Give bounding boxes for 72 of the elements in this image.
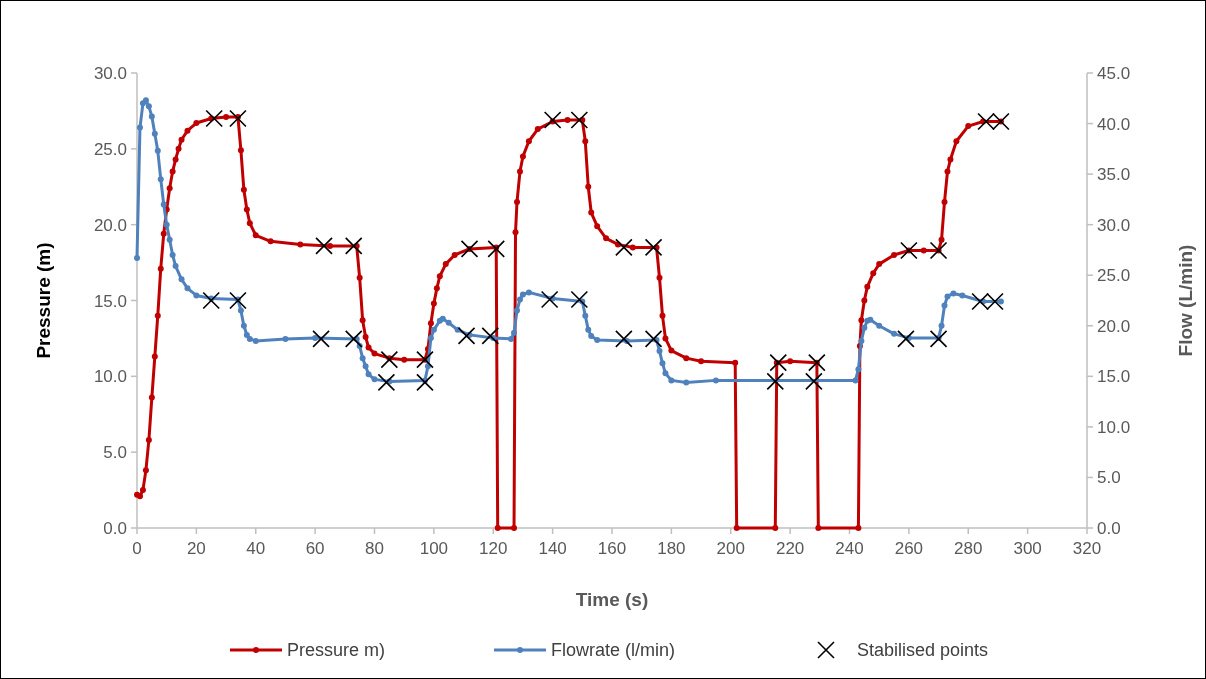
point — [481, 327, 500, 345]
y2-tick-label: 35.0 — [1097, 165, 1131, 185]
point — [202, 291, 221, 310]
y2-tick-label: 20.0 — [1097, 316, 1131, 336]
point — [615, 330, 633, 348]
y-tick-label: 15.0 — [93, 291, 127, 311]
x-tick-label: 120 — [479, 539, 508, 558]
y-tick-label: 25.0 — [93, 139, 127, 159]
point — [487, 240, 506, 258]
legend-label: Flowrate (l/min) — [551, 640, 676, 660]
point — [808, 353, 826, 372]
point — [416, 373, 434, 392]
y2-tick-label: 25.0 — [1097, 266, 1131, 286]
x-tick-label: 60 — [305, 539, 325, 558]
y-tick-label: 10.0 — [93, 367, 127, 387]
point — [312, 330, 330, 348]
point — [315, 237, 333, 255]
y-tick-label: 20.0 — [93, 215, 127, 235]
legend-label: Stabilised points — [857, 640, 989, 660]
point — [897, 330, 915, 348]
x-tick-label: 0 — [132, 539, 142, 558]
x-tick-label: 320 — [1072, 539, 1102, 558]
y2-tick-label: 5.0 — [1097, 468, 1121, 488]
point — [377, 373, 396, 392]
y-axis-title: Pressure (m) — [33, 242, 54, 359]
point — [416, 350, 434, 369]
x-tick-label: 80 — [365, 539, 384, 558]
point — [457, 327, 476, 345]
point — [540, 290, 559, 309]
x-tick-label: 240 — [835, 539, 864, 558]
point — [644, 330, 663, 348]
point — [229, 109, 247, 128]
x-tick-label: 20 — [186, 539, 206, 558]
point — [769, 353, 788, 372]
point — [644, 238, 663, 257]
y2-tick-label: 45.0 — [1097, 64, 1131, 83]
point — [229, 291, 247, 310]
point — [929, 241, 948, 260]
x-tick-label: 100 — [419, 539, 449, 558]
y2-tick-label: 15.0 — [1097, 367, 1131, 387]
x-axis-title: Time (s) — [575, 589, 649, 610]
y2-tick-label: 0.0 — [1097, 519, 1121, 538]
point — [380, 350, 399, 369]
x-tick-label: 160 — [597, 539, 627, 558]
point — [205, 109, 223, 128]
x-tick-label: 140 — [538, 539, 567, 558]
point — [615, 238, 633, 257]
y2-tick-label: 10.0 — [1097, 417, 1131, 437]
point — [570, 111, 589, 129]
y2-tick-label: 30.0 — [1097, 215, 1131, 235]
x-tick-label: 40 — [246, 539, 266, 558]
x-tick-label: 220 — [775, 539, 805, 558]
point — [929, 330, 948, 348]
y-tick-label: 30.0 — [93, 64, 127, 83]
y2-tick-label: 40.0 — [1097, 114, 1131, 134]
y2-axis-title: Flow (L/min) — [1175, 244, 1196, 357]
point — [344, 330, 363, 348]
point — [900, 241, 918, 260]
point — [805, 372, 823, 391]
x-tick-label: 300 — [1013, 539, 1042, 558]
point — [766, 372, 785, 391]
x-tick-label: 280 — [954, 539, 983, 558]
point — [543, 111, 562, 129]
y-tick-label: 5.0 — [103, 443, 127, 463]
x-tick-label: 180 — [657, 539, 686, 558]
legend-label: Pressure m) — [287, 640, 386, 660]
point — [460, 240, 479, 258]
x-tick-label: 200 — [716, 539, 745, 558]
y-tick-label: 0.0 — [103, 519, 127, 538]
point — [570, 290, 589, 309]
x-tick-label: 260 — [894, 539, 924, 558]
point — [344, 237, 363, 255]
